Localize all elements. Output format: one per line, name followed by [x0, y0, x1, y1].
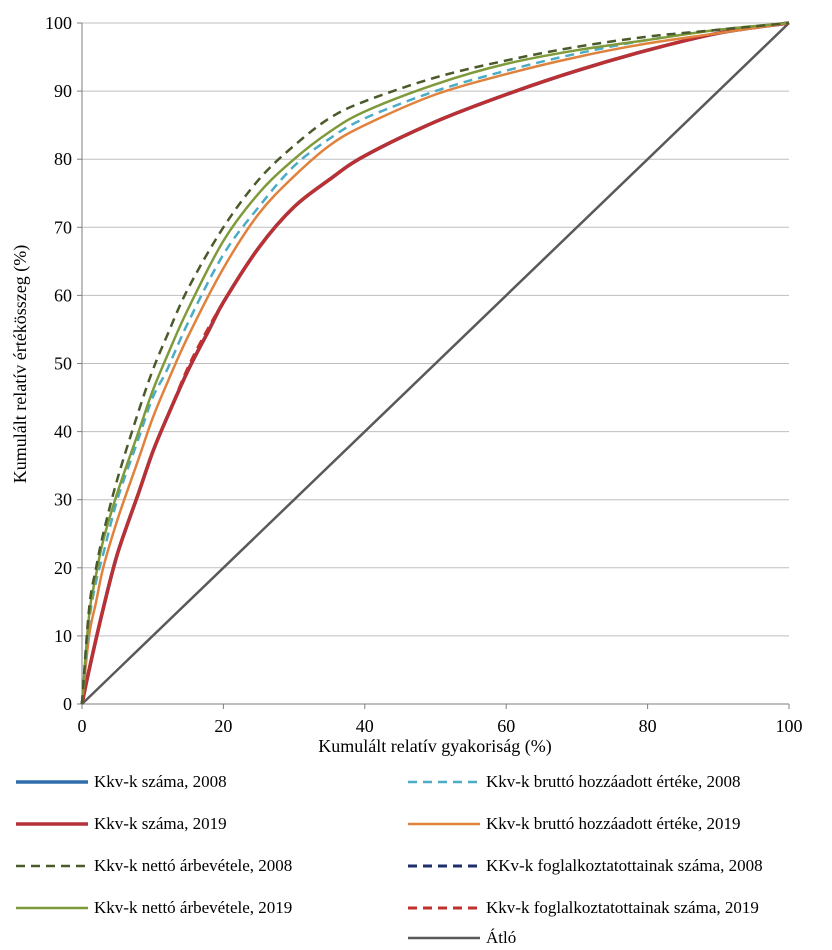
legend-swatch [16, 822, 88, 826]
legend-swatch [408, 780, 480, 784]
axes [77, 22, 790, 709]
series-line [80, 21, 790, 705]
legend-label: Kkv-k bruttó hozzáadott értéke, 2019 [486, 814, 741, 833]
legend-item: Kkv-k száma, 2019 [16, 812, 227, 836]
legend-label: Kkv-k bruttó hozzáadott értéke, 2008 [486, 772, 741, 791]
y-tick-label: 10 [54, 626, 72, 646]
legend-item: Kkv-k száma, 2008 [16, 770, 227, 794]
legend-label: KKv-k foglalkoztatottainak száma, 2008 [486, 856, 763, 875]
legend-label: Kkv-k nettó árbevétele, 2008 [94, 856, 293, 875]
legend-item: Kkv-k nettó árbevétele, 2008 [16, 854, 292, 878]
legend-swatch [408, 936, 480, 940]
y-tick-label: 80 [54, 149, 72, 169]
legend-item: KKv-k foglalkoztatottainak száma, 2008 [408, 854, 763, 878]
tick-labels: 0 10 20 30 40 50 60 70 80 90 100 0 20 40 60 80 100 [45, 13, 803, 736]
chart: 0 10 20 30 40 50 60 70 80 90 100 0 20 40 60 80 100 Kumul… [10, 13, 803, 757]
x-tick-label: 0 [78, 716, 87, 736]
legend: Kkv-k száma, 2008 Kkv-k száma, 2019 Kkv-… [0, 770, 832, 950]
legend-label: Kkv-k száma, 2008 [94, 772, 227, 791]
x-tick-label: 80 [639, 716, 657, 736]
legend-item: Kkv-k bruttó hozzáadott értéke, 2008 [408, 770, 740, 794]
y-tick-label: 40 [54, 422, 72, 442]
y-tick-label: 90 [54, 81, 72, 101]
y-tick-label: 100 [45, 13, 72, 33]
legend-swatch [408, 906, 480, 910]
x-tick-label: 40 [356, 716, 374, 736]
y-axis-title: Kumulált relatív értékösszeg (%) [10, 245, 31, 483]
legend-label: Kkv-k száma, 2019 [94, 814, 227, 833]
legend-swatch [408, 864, 480, 868]
series-line [80, 21, 790, 705]
x-tick-label: 60 [497, 716, 515, 736]
series-layer [80, 21, 790, 705]
series-line [80, 21, 790, 705]
y-tick-label: 50 [54, 354, 72, 374]
y-tick-label: 70 [54, 217, 72, 237]
legend-label: Kkv-k nettó árbevétele, 2019 [94, 898, 293, 917]
legend-label: Kkv-k foglalkoztatottainak száma, 2019 [486, 898, 759, 917]
legend-item: Kkv-k foglalkoztatottainak száma, 2019 [408, 896, 759, 920]
legend-swatch [16, 780, 88, 784]
x-tick-label: 20 [214, 716, 232, 736]
legend-item: Átló [408, 926, 516, 950]
y-tick-label: 0 [63, 694, 72, 714]
legend-swatch [16, 906, 88, 910]
x-tick-label: 100 [776, 716, 803, 736]
legend-item: Kkv-k nettó árbevétele, 2019 [16, 896, 292, 920]
legend-swatch [408, 822, 480, 826]
grid-lines [82, 22, 789, 637]
series-line [80, 21, 790, 705]
x-axis-title: Kumulált relatív gyakoriság (%) [318, 736, 551, 757]
y-tick-label: 30 [54, 490, 72, 510]
series-line [80, 21, 790, 705]
y-tick-label: 60 [54, 285, 72, 305]
legend-label: Átló [486, 928, 517, 947]
legend-swatch [16, 864, 88, 868]
legend-item: Kkv-k bruttó hozzáadott értéke, 2019 [408, 812, 740, 836]
series-line [81, 22, 790, 705]
y-tick-label: 20 [54, 558, 72, 578]
